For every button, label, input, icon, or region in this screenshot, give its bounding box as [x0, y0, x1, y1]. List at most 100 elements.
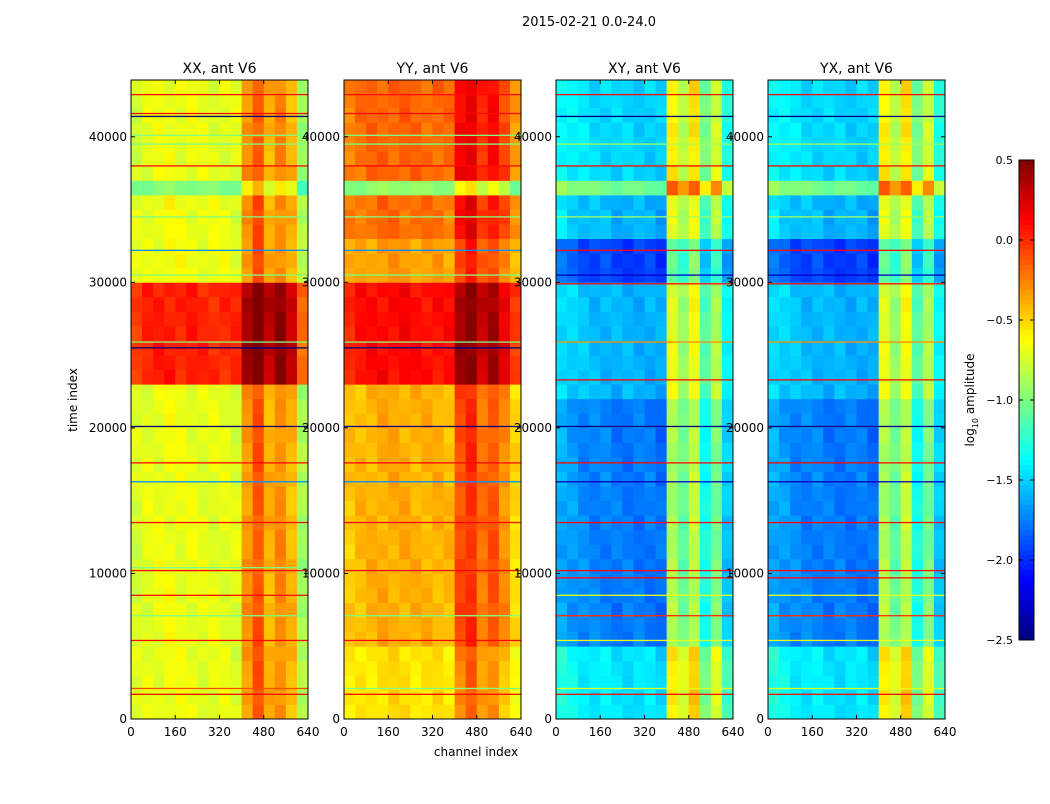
heatmap-cell — [186, 471, 198, 487]
heatmap-cell — [633, 253, 645, 269]
heatmap-cell — [131, 151, 143, 167]
heatmap-cell — [867, 602, 880, 618]
heatmap-cell — [465, 544, 478, 560]
heatmap-cell — [900, 369, 913, 385]
heatmap-cell — [911, 80, 924, 94]
heatmap-cell — [655, 122, 668, 138]
heatmap-cell — [509, 238, 522, 254]
heatmap-cell — [230, 80, 243, 94]
heatmap-cell — [175, 122, 187, 138]
heatmap-cell — [655, 486, 668, 502]
heatmap-cell — [867, 340, 880, 356]
heatmap-cell — [845, 311, 857, 327]
heatmap-cell — [699, 369, 712, 385]
heatmap-cell — [900, 80, 913, 94]
heatmap-cell — [410, 282, 422, 298]
heatmap-cell — [164, 500, 176, 516]
heatmap-cell — [655, 165, 668, 181]
heatmap-cell — [355, 369, 367, 385]
heatmap-cell — [377, 122, 389, 138]
heatmap-cell — [823, 194, 835, 210]
heatmap-cell — [197, 573, 209, 589]
heatmap-cell — [465, 413, 478, 429]
heatmap-cell — [399, 384, 411, 400]
heatmap-cell — [823, 646, 835, 662]
heatmap-cell — [399, 253, 411, 269]
heatmap-cell — [432, 296, 444, 312]
heatmap-cell — [142, 224, 154, 240]
heatmap-cell — [812, 224, 824, 240]
heatmap-cell — [688, 325, 701, 341]
heatmap-cell — [197, 602, 209, 618]
heatmap-cell — [476, 675, 489, 691]
heatmap-cell — [476, 529, 489, 545]
heatmap-cell — [509, 558, 522, 574]
heatmap-cell — [845, 456, 857, 472]
heatmap-cell — [186, 296, 198, 312]
y-tick-label: 40000 — [302, 130, 340, 144]
heatmap-cell — [388, 646, 400, 662]
y-tick-label: 10000 — [514, 566, 552, 580]
heatmap-cell — [285, 355, 298, 371]
heatmap-time-line — [556, 521, 733, 524]
colorbar-segment — [1019, 445, 1034, 451]
heatmap-cell — [476, 151, 489, 167]
heatmap-cell — [230, 471, 243, 487]
heatmap-cell — [175, 442, 187, 458]
heatmap-cell — [856, 442, 868, 458]
heatmap-cell — [263, 224, 276, 240]
heatmap-cell — [454, 631, 467, 647]
x-tick-label: 320 — [845, 725, 868, 739]
heatmap-cell — [421, 311, 433, 327]
heatmap-cell — [823, 617, 835, 633]
heatmap-cell — [208, 529, 220, 545]
x-tick-label: 0 — [764, 725, 772, 739]
heatmap-cell — [644, 573, 656, 589]
heatmap-cell — [578, 573, 590, 589]
heatmap-cell — [487, 558, 500, 574]
heatmap-cell — [274, 238, 287, 254]
heatmap-cell — [252, 413, 265, 429]
heatmap-cell — [845, 282, 857, 298]
heatmap-cell — [454, 398, 467, 414]
heatmap-cell — [878, 471, 891, 487]
heatmap-cell — [454, 573, 467, 589]
heatmap-cell — [812, 602, 824, 618]
heatmap-cell — [578, 311, 590, 327]
heatmap-cell — [644, 704, 656, 720]
colorbar-segment — [1019, 620, 1034, 626]
heatmap-cell — [710, 529, 723, 545]
heatmap-cell — [633, 617, 645, 633]
heatmap-cell — [285, 456, 298, 472]
heatmap-cell — [688, 355, 701, 371]
heatmap-time-line — [344, 481, 521, 483]
heatmap-cell — [823, 558, 835, 574]
heatmap-cell — [377, 282, 389, 298]
heatmap-cell — [812, 122, 824, 138]
heatmap-cell — [655, 704, 668, 720]
heatmap-cell — [197, 238, 209, 254]
heatmap-cell — [153, 311, 165, 327]
heatmap-cell — [131, 660, 143, 676]
heatmap-time-line — [131, 594, 308, 596]
x-tick-label: 320 — [633, 725, 656, 739]
heatmap-cell — [834, 224, 846, 240]
heatmap-cell — [454, 165, 467, 181]
heatmap-cell — [388, 486, 400, 502]
heatmap-cell — [889, 646, 902, 662]
heatmap-cell — [655, 355, 668, 371]
heatmap-cell — [878, 617, 891, 633]
heatmap-cell — [421, 558, 433, 574]
heatmap-cell — [721, 80, 734, 94]
heatmap-cell — [208, 369, 220, 385]
heatmap-cell — [922, 500, 935, 516]
heatmap-cell — [633, 646, 645, 662]
heatmap-cell — [644, 486, 656, 502]
heatmap-cell — [432, 282, 444, 298]
heatmap-cell — [498, 180, 511, 196]
heatmap-cell — [388, 311, 400, 327]
heatmap-cell — [578, 631, 590, 647]
heatmap-cell — [768, 602, 780, 618]
heatmap-time-line — [768, 379, 945, 381]
heatmap-cell — [911, 631, 924, 647]
